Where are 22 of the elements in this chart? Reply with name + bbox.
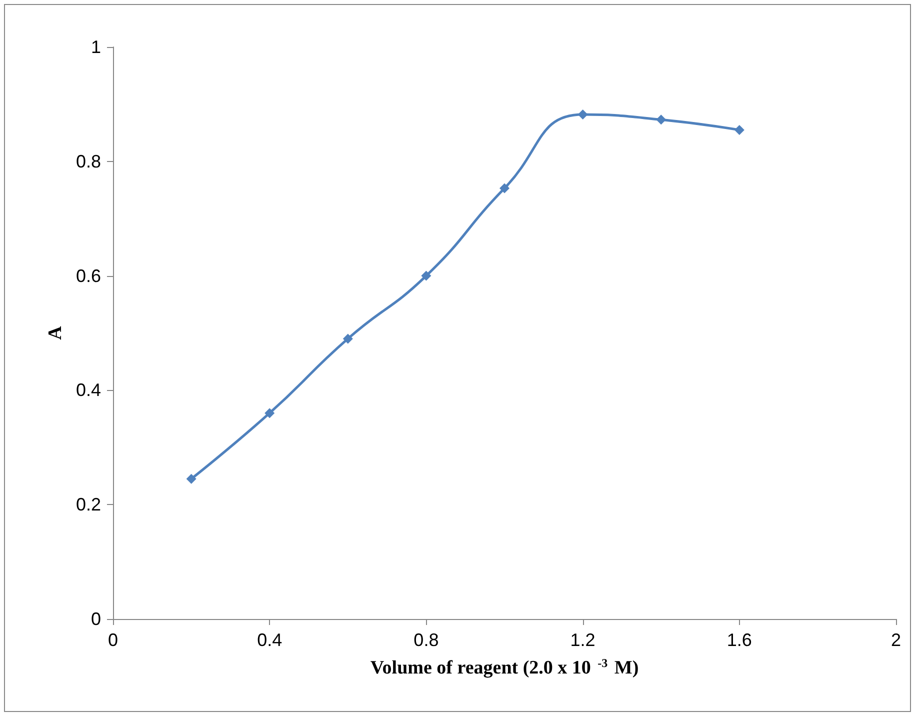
point [264, 408, 275, 418]
y-axis-title: A [45, 326, 66, 340]
y-tick-label: 0.4 [76, 380, 101, 400]
y-tick-label: 0 [90, 609, 101, 629]
point [578, 109, 588, 120]
y-tick-label: 0.2 [76, 494, 101, 515]
x-tick-label: 1.2 [570, 630, 596, 650]
point [734, 124, 744, 135]
x-tick-label: 1.6 [726, 630, 752, 650]
point [421, 270, 432, 281]
x-tick-label: 0.8 [414, 630, 439, 650]
point [186, 474, 196, 484]
point [500, 183, 510, 194]
x-tick-label: 2 [890, 630, 902, 650]
x-tick-label: 0 [108, 630, 118, 650]
y-tick-label: 0.6 [76, 266, 101, 286]
x-tick-label: 0.4 [257, 630, 282, 650]
x-axis-title: Volume of reagent (2.0 x 10 -3 M) [370, 656, 639, 678]
y-tick-label: 0.8 [76, 151, 101, 172]
point [342, 334, 353, 344]
y-tick-label: 1 [90, 37, 101, 57]
point [656, 114, 666, 125]
